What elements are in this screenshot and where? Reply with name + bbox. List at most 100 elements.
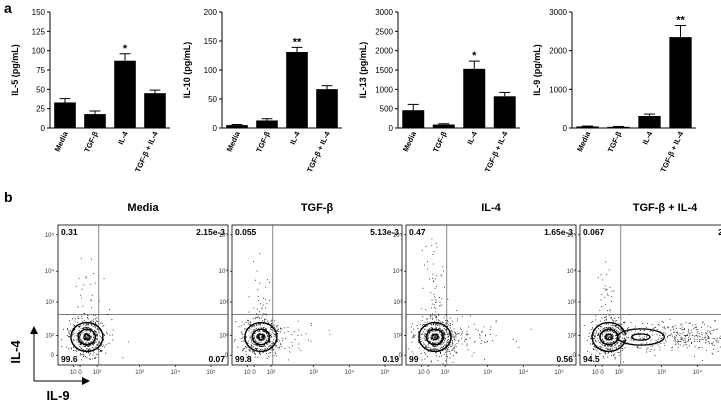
event-dot xyxy=(610,333,612,335)
event-dot xyxy=(677,332,679,334)
event-dot xyxy=(683,329,685,331)
event-dot xyxy=(434,349,436,350)
event-dot xyxy=(96,354,98,356)
event-dot xyxy=(92,350,94,352)
event-dot xyxy=(609,330,611,332)
event-dot xyxy=(616,325,618,327)
event-dot xyxy=(481,340,483,342)
event-dot xyxy=(677,341,679,343)
event-dot xyxy=(621,348,623,350)
event-dot xyxy=(81,321,83,323)
event-dot xyxy=(612,327,614,329)
y-tick-label: 10² xyxy=(567,334,576,340)
event-dot xyxy=(671,335,673,337)
event-dot xyxy=(88,328,90,330)
event-dot xyxy=(447,341,449,343)
event-dot xyxy=(439,340,441,342)
event-dot xyxy=(712,353,714,355)
event-dot xyxy=(413,335,415,337)
event-dot xyxy=(610,314,612,316)
event-dot xyxy=(436,323,438,325)
event-dot xyxy=(83,326,85,328)
event-dot xyxy=(445,338,447,340)
event-dot xyxy=(605,261,607,263)
event-dot xyxy=(439,336,441,338)
event-dot xyxy=(76,339,78,341)
event-dot xyxy=(423,337,425,339)
event-dot xyxy=(79,333,81,335)
event-dot xyxy=(80,340,82,342)
event-dot xyxy=(253,337,255,339)
event-dot xyxy=(447,349,449,351)
event-dot xyxy=(91,324,93,326)
event-dot xyxy=(434,324,436,326)
event-dot xyxy=(610,330,611,331)
event-dot xyxy=(427,261,429,263)
event-dot xyxy=(604,296,606,298)
event-dot xyxy=(711,330,713,331)
event-dot xyxy=(77,316,79,318)
event-dot xyxy=(424,339,426,341)
event-dot xyxy=(618,328,619,330)
event-dot xyxy=(449,335,451,336)
event-dot xyxy=(264,349,266,350)
event-dot xyxy=(650,330,652,332)
event-dot xyxy=(267,343,269,345)
event-dot xyxy=(685,322,687,324)
event-dot xyxy=(288,359,290,361)
event-dot xyxy=(262,327,264,329)
contour-ring xyxy=(254,331,268,343)
event-dot xyxy=(102,339,104,341)
event-dot xyxy=(717,351,719,352)
event-dot xyxy=(467,349,469,351)
event-dot xyxy=(440,329,442,331)
event-dot xyxy=(251,326,253,328)
event-dot xyxy=(89,345,91,347)
event-dot xyxy=(709,326,711,328)
event-dot xyxy=(612,340,614,342)
event-dot xyxy=(258,337,260,339)
event-dot xyxy=(586,339,588,341)
event-dot xyxy=(613,327,615,329)
contour-ring xyxy=(595,325,623,349)
event-dot xyxy=(436,330,438,332)
event-dot xyxy=(436,301,438,303)
event-dot xyxy=(251,333,253,335)
significance-mark: * xyxy=(472,50,477,62)
event-dot xyxy=(687,333,689,335)
event-dot xyxy=(93,347,95,349)
event-dot xyxy=(461,343,463,345)
event-dot xyxy=(66,314,68,316)
event-dot xyxy=(79,336,81,338)
event-dot xyxy=(77,317,79,319)
event-dot xyxy=(443,341,445,343)
event-dot xyxy=(80,258,82,260)
event-dot xyxy=(614,344,616,346)
event-dot xyxy=(465,333,467,335)
event-dot xyxy=(612,319,614,321)
event-dot xyxy=(447,321,449,323)
x-tick-label: 10 xyxy=(70,370,77,376)
event-dot xyxy=(604,331,606,333)
event-dot xyxy=(452,361,454,363)
event-dot xyxy=(431,361,433,363)
event-dot xyxy=(681,326,683,328)
event-dot xyxy=(601,343,603,345)
flow-y-axis-label: IL-4 xyxy=(8,340,23,364)
y-tick-label: 10⁵ xyxy=(45,232,55,239)
event-dot xyxy=(704,337,706,339)
event-dot xyxy=(485,341,487,343)
x-tick-label: 0 xyxy=(600,370,604,376)
event-dot xyxy=(97,336,99,338)
panel-b-letter: b xyxy=(4,189,13,205)
event-dot xyxy=(98,340,100,342)
event-dot xyxy=(441,337,443,339)
event-dot xyxy=(271,327,273,328)
event-dot xyxy=(245,328,247,330)
event-dot xyxy=(611,344,612,346)
event-dot xyxy=(259,323,261,325)
event-dot xyxy=(429,314,431,316)
event-dot xyxy=(658,324,660,326)
event-dot xyxy=(259,345,261,347)
y-tick-label: 0 xyxy=(225,353,229,359)
